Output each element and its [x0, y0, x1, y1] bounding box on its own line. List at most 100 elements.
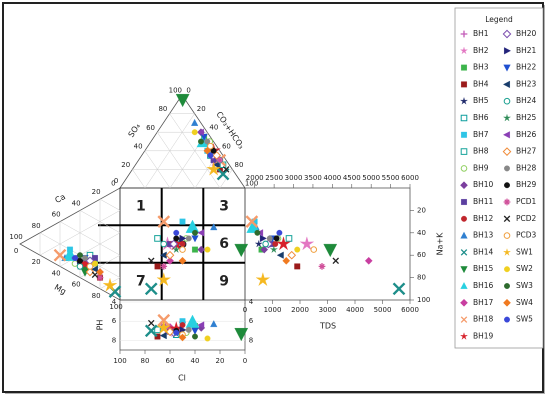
axis-label: Ca: [53, 192, 67, 205]
point: [206, 161, 221, 176]
ph-plot: [119, 299, 246, 351]
ternary-tick-label: 60: [222, 142, 231, 150]
point: [323, 243, 338, 258]
x-tick-label: 20: [216, 357, 225, 365]
legend-label: BH28: [516, 163, 537, 172]
point: [76, 263, 84, 270]
ternary-tick-label: 80: [92, 292, 101, 300]
axis-label: TDS: [319, 322, 336, 331]
ternary-tick-label: 20: [121, 161, 130, 169]
legend-label: BH4: [473, 79, 489, 88]
legend-label: BH29: [516, 180, 537, 189]
legend-marker: [503, 215, 511, 223]
point: [147, 319, 155, 327]
point: [364, 256, 373, 265]
point: [269, 245, 278, 253]
legend-label: BH17: [473, 298, 494, 307]
legend-label: BH3: [473, 63, 489, 72]
ternary-tick-label: 0: [186, 87, 190, 95]
legend-label: BH22: [516, 63, 537, 72]
legend-marker: [460, 332, 468, 340]
tds-top-tick-label: 3000: [285, 174, 303, 182]
point: [212, 151, 222, 160]
point: [96, 268, 104, 276]
legend-label: PCD1: [516, 197, 537, 206]
point: [169, 239, 179, 249]
legend-marker: [503, 97, 511, 105]
axis-label: PH: [96, 320, 105, 331]
legend-marker: [503, 113, 511, 122]
legend-marker: [460, 30, 468, 38]
point: [166, 256, 174, 265]
legend-label: BH18: [473, 315, 494, 324]
x-tick-label: 60: [166, 357, 175, 365]
legend-marker: [460, 97, 468, 105]
point: [259, 234, 267, 243]
legend-label: BH1: [473, 29, 489, 38]
legend-marker: [503, 131, 510, 139]
legend-label: PCD3: [516, 231, 537, 240]
legend-label: SW3: [516, 281, 533, 290]
point: [191, 327, 199, 335]
legend-marker: [460, 266, 468, 274]
legend-marker: [503, 232, 511, 239]
ternary-tick-label: 100: [109, 303, 122, 311]
legend-label: BH19: [473, 331, 494, 340]
legend-marker: [460, 298, 468, 307]
legend-marker: [503, 80, 510, 89]
legend-label: BH23: [516, 79, 537, 88]
point: [254, 239, 263, 248]
y-tick-label: 80: [417, 274, 426, 282]
legend-label: PCD2: [516, 214, 537, 223]
ternary-tick-label: 0: [114, 177, 118, 185]
ternary-tick-label: 20: [197, 105, 206, 113]
ternary-grid-line: [144, 150, 171, 189]
point: [157, 215, 171, 228]
tds-tick-label: 2000: [291, 306, 309, 314]
legend-marker: [502, 147, 512, 156]
legend-marker: [503, 198, 511, 206]
point: [197, 245, 206, 254]
legend-marker: [502, 29, 512, 39]
point: [276, 229, 283, 236]
ternary-tick-label: 40: [52, 269, 61, 277]
legend-label: BH9: [473, 163, 489, 172]
tds-tick-label: 4000: [346, 306, 364, 314]
legend-marker: [504, 316, 510, 323]
legend-label: BH8: [473, 147, 489, 156]
legend-marker: [461, 131, 467, 138]
ternary-tick-label: 100: [245, 180, 258, 188]
legend-label: BH2: [473, 46, 489, 55]
legend-label: BH13: [473, 231, 494, 240]
ternary-tick-label: 0: [14, 247, 18, 255]
point: [262, 240, 269, 248]
ph-tick-label: 8: [112, 336, 116, 344]
field-label: 9: [219, 273, 229, 289]
point: [185, 314, 200, 328]
legend-box: [454, 7, 544, 349]
legend-marker: [504, 182, 510, 189]
point: [204, 335, 211, 342]
point: [294, 246, 301, 253]
point: [266, 235, 273, 242]
point: [96, 274, 104, 281]
point: [245, 215, 259, 228]
point: [173, 229, 180, 236]
x-tick-label: 80: [141, 357, 150, 365]
point: [77, 257, 83, 264]
legend-title: Legend: [485, 15, 513, 24]
point: [156, 272, 172, 287]
point: [200, 133, 208, 141]
point: [197, 321, 205, 329]
legend-marker: [460, 231, 468, 239]
legend-label: BH7: [473, 130, 489, 139]
ternary-tick-label: 80: [235, 161, 244, 169]
tds-top-tick-label: 4000: [323, 174, 341, 182]
point: [156, 320, 172, 335]
ph-tick-label: 6: [112, 317, 117, 325]
point: [82, 255, 88, 261]
legend-label: BH26: [516, 130, 537, 139]
tds-top-tick-label: 2000: [246, 174, 264, 182]
ternary-tick-label: 40: [209, 124, 218, 132]
